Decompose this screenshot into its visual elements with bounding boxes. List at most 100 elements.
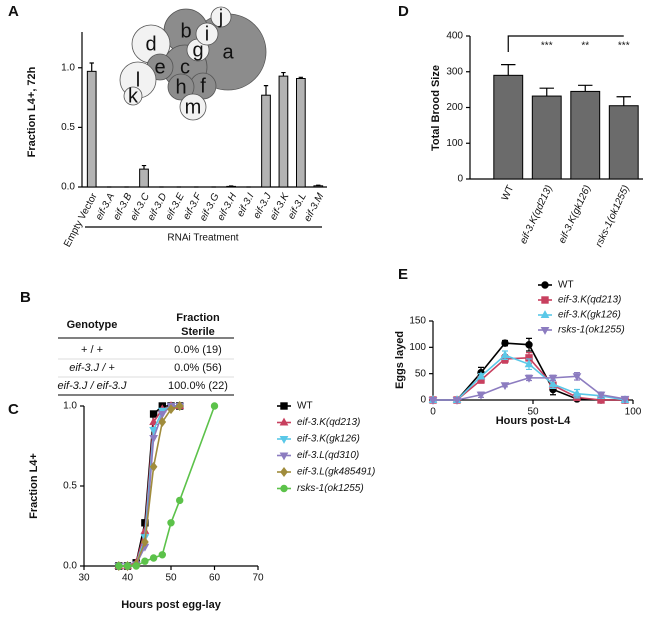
marker — [158, 417, 167, 427]
x-tick-label: eif-3.K(gk126) — [557, 184, 594, 246]
error-bar — [539, 87, 554, 97]
node-label: h — [175, 76, 186, 98]
y-tick-label: 1.0 — [63, 401, 77, 412]
marker — [500, 350, 510, 359]
x-tick-label: WT — [500, 184, 517, 203]
x-tick-label: 30 — [78, 573, 90, 584]
y-tick-label: 200 — [446, 102, 463, 113]
node-label: k — [128, 85, 139, 107]
y-axis-title: Fraction L4+ — [28, 453, 40, 519]
series-line — [118, 405, 180, 567]
bar — [86, 70, 97, 188]
bar — [261, 94, 271, 188]
legend-label: WT — [558, 280, 574, 291]
node-label: e — [154, 56, 165, 78]
marker — [167, 519, 175, 527]
legend-label: WT — [297, 401, 313, 412]
legend-label: rsks-1(ok1255) — [558, 325, 625, 336]
legend-marker — [541, 296, 549, 304]
marker — [149, 417, 158, 426]
legend-label: eif-3.K(gk126) — [297, 434, 360, 445]
table-cell: 100.0% (22) — [168, 380, 228, 392]
bar — [313, 185, 324, 188]
x-tick-label: 50 — [165, 573, 177, 584]
legend-marker — [541, 281, 549, 289]
panel-label: A — [8, 3, 19, 20]
y-tick-label: 0.5 — [63, 481, 77, 492]
significance-bracket — [507, 35, 624, 52]
y-tick-label: 0.0 — [61, 182, 75, 193]
error-bar — [578, 84, 593, 92]
y-tick-label: 0 — [457, 174, 463, 185]
node-label: i — [205, 23, 209, 45]
node-label: c — [180, 56, 190, 78]
marker — [548, 379, 558, 388]
node-label: f — [200, 75, 206, 97]
y-axis-title: Total Brood Size — [430, 65, 442, 151]
y-tick-label: 100 — [409, 342, 426, 353]
subunit-node — [167, 73, 195, 101]
marker — [500, 382, 510, 391]
marker — [158, 551, 167, 559]
bar — [278, 75, 289, 188]
marker — [115, 562, 123, 570]
marker — [176, 496, 184, 505]
subunit-node — [179, 93, 207, 121]
y-axis-title: Eggs layed — [394, 331, 406, 389]
x-tick-label: 40 — [122, 573, 134, 584]
marker — [524, 359, 534, 368]
series-line — [118, 405, 216, 567]
y-tick-label: 300 — [446, 66, 463, 77]
significance-label: *** — [618, 41, 630, 52]
marker — [210, 402, 219, 410]
y-tick-label: 1.0 — [61, 62, 75, 73]
table-cell: + / + — [81, 344, 103, 356]
bar — [226, 185, 237, 188]
y-tick-label: 0.5 — [61, 122, 75, 133]
y-tick-label: 400 — [446, 31, 463, 42]
legend-label: eif-3.K(qd213) — [297, 417, 360, 428]
legend-label: rsks-1(ok1255) — [297, 483, 364, 494]
x-tick-label: 70 — [252, 573, 264, 584]
table-header: Genotype — [67, 319, 118, 331]
y-tick-label: 150 — [409, 316, 426, 327]
table-header: Sterile — [181, 326, 215, 338]
error-bar — [281, 71, 286, 77]
marker — [452, 396, 462, 405]
marker — [123, 562, 132, 570]
error-bar — [501, 63, 516, 76]
panel-label: C — [8, 401, 19, 418]
marker — [476, 391, 486, 400]
table-cell: 0.0% (56) — [174, 362, 222, 374]
marker — [149, 426, 158, 435]
x-tick-label: 60 — [209, 573, 221, 584]
marker — [149, 554, 158, 562]
marker — [157, 410, 167, 419]
marker — [149, 461, 158, 472]
panel-label: E — [398, 266, 408, 283]
legend-label: eif-3.L(gk485491) — [297, 467, 375, 478]
marker — [149, 434, 158, 443]
error-bar — [141, 164, 147, 170]
subunit-node — [210, 6, 232, 28]
legend-marker — [279, 435, 289, 444]
node-label: a — [222, 41, 234, 63]
marker — [476, 371, 486, 380]
node-label: l — [136, 69, 140, 91]
y-tick-label: 50 — [415, 368, 427, 379]
node-label: g — [192, 39, 203, 61]
marker — [524, 374, 534, 383]
node-label: d — [145, 33, 156, 55]
marker — [572, 373, 582, 382]
x-axis-title: Hours post egg-lay — [121, 599, 222, 611]
marker — [572, 388, 582, 397]
table-cell: eif-3.J / + — [69, 362, 115, 374]
marker — [167, 404, 175, 415]
marker — [141, 537, 149, 547]
table-cell: 0.0% (19) — [174, 344, 222, 356]
bar — [608, 105, 639, 180]
legend-marker — [279, 417, 289, 426]
x-axis-title: RNAi Treatment — [167, 233, 238, 244]
panel-label: D — [398, 3, 409, 20]
